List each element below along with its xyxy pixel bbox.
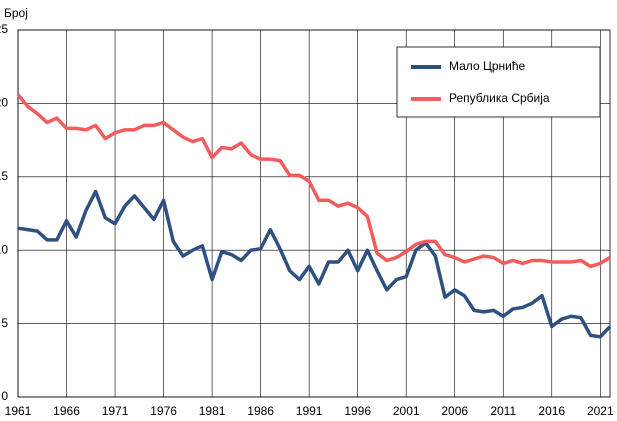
y-tick-label: 5 <box>1 316 8 330</box>
series-line <box>17 189 612 339</box>
y-tick-label: 25 <box>0 22 8 36</box>
x-tick-label: 1996 <box>344 404 371 418</box>
y-tick-label: 0 <box>1 389 8 403</box>
legend-box <box>396 46 601 118</box>
x-tick-label: 1966 <box>53 404 80 418</box>
series-line <box>16 93 611 269</box>
x-tick-label: 1976 <box>150 404 177 418</box>
x-tick-label: 2006 <box>441 404 468 418</box>
x-tick-label: 2016 <box>538 404 565 418</box>
x-tick-label: 2001 <box>393 404 420 418</box>
plot-frame <box>17 29 611 398</box>
y-tick-label: 20 <box>0 96 8 110</box>
x-tick-label: 2011 <box>490 404 516 418</box>
y-axis-label: Број <box>4 6 28 20</box>
legend-label: Република Србија <box>449 91 550 105</box>
x-tick-label: 1971 <box>102 404 129 418</box>
x-tick-label: 1981 <box>199 404 226 418</box>
x-tick-label: 1991 <box>296 404 323 418</box>
x-tick-label: 1986 <box>247 404 274 418</box>
y-tick-label: 10 <box>0 242 8 256</box>
x-tick-label: 1961 <box>5 404 32 418</box>
x-tick-label: 2021 <box>587 404 614 418</box>
y-tick-label: 15 <box>0 169 8 183</box>
legend-label: Мало Црниће <box>449 59 526 73</box>
